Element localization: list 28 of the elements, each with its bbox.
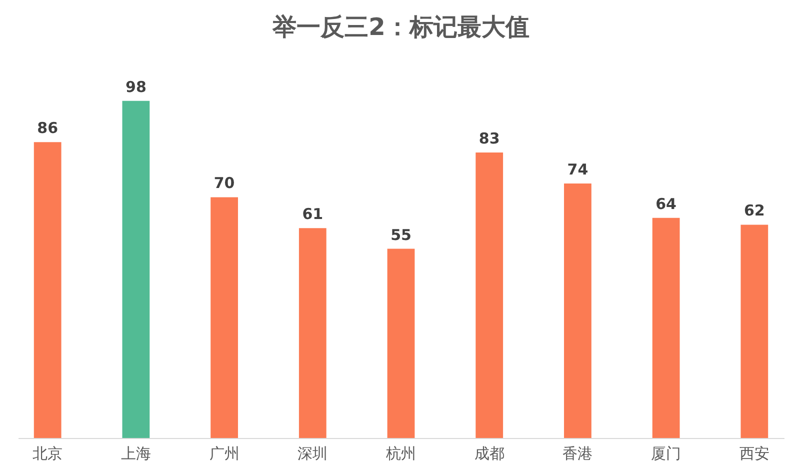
data-label: 83: [478, 129, 500, 148]
data-label: 70: [214, 174, 235, 192]
bar: [740, 224, 768, 438]
x-tick-label: 厦门: [651, 444, 682, 462]
x-tick-label: 成都: [474, 444, 504, 462]
data-label: 86: [37, 119, 58, 138]
bar: [298, 228, 326, 438]
x-tick-label: 广州: [209, 444, 240, 462]
bar: [476, 152, 504, 438]
data-label: 98: [126, 78, 146, 96]
bar: [652, 218, 680, 438]
bar: [564, 183, 592, 438]
chart-title: 举一反三2：标记最大值: [272, 12, 530, 41]
bar: [210, 197, 238, 438]
x-tick-label: 香港: [562, 444, 593, 462]
data-label: 62: [744, 202, 765, 220]
data-label: 74: [567, 160, 588, 178]
x-tick-label: 深圳: [298, 444, 328, 462]
bar: [122, 100, 150, 438]
x-tick-label: 西安: [739, 444, 770, 462]
bar: [34, 142, 62, 438]
x-tick-label: 上海: [120, 444, 151, 462]
data-label: 64: [656, 194, 676, 213]
x-tick-label: 北京: [32, 444, 63, 462]
data-label: 55: [390, 226, 412, 244]
bar: [387, 248, 415, 438]
data-label: 61: [302, 205, 324, 224]
x-tick-label: 杭州: [385, 444, 416, 462]
